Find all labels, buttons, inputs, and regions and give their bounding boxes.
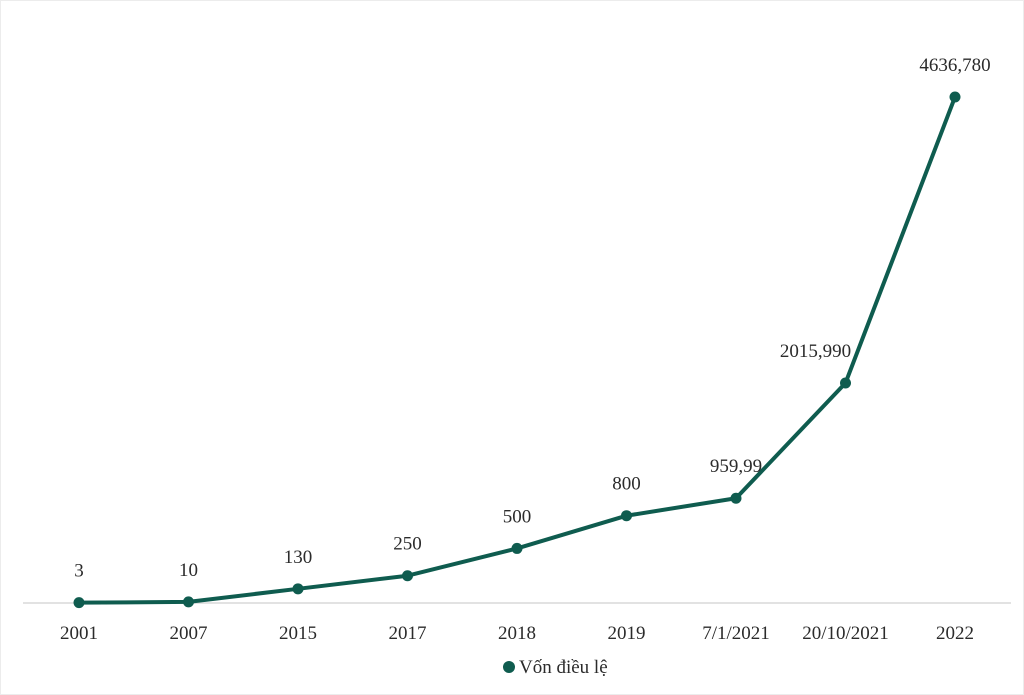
data-label: 2015,990 — [780, 341, 851, 362]
data-point — [949, 91, 961, 103]
data-labels: 3 10 130 250 500 800 959,99 2015,990 4636,780 — [74, 55, 990, 582]
x-tick-label: 2015 — [279, 623, 317, 644]
data-points — [73, 91, 961, 609]
x-tick-label: 2017 — [389, 623, 427, 644]
data-point — [840, 377, 851, 389]
x-tick-labels: 2001 2007 2015 2017 2018 2019 7/1/2021 20/10/20… — [60, 623, 974, 644]
data-point — [730, 492, 742, 504]
x-tick-label: 20/10/2021 — [802, 623, 889, 644]
data-point — [73, 597, 85, 609]
data-point — [183, 596, 194, 608]
data-label: 10 — [179, 560, 198, 581]
legend-marker — [503, 661, 515, 673]
legend: Vốn điều lệ — [503, 657, 608, 678]
legend-label: Vốn điều lệ — [519, 657, 608, 678]
x-tick-label: 7/1/2021 — [702, 623, 770, 644]
x-tick-label: 2007 — [170, 623, 208, 644]
data-point — [402, 570, 413, 582]
data-point — [292, 583, 304, 595]
x-tick-label: 2019 — [608, 623, 646, 644]
x-tick-label: 2018 — [498, 623, 536, 644]
data-point — [511, 542, 523, 554]
data-label: 4636,780 — [919, 55, 990, 76]
data-label: 959,99 — [710, 456, 762, 477]
data-label: 800 — [612, 474, 641, 495]
x-tick-label: 2001 — [60, 623, 98, 644]
data-label: 130 — [284, 547, 313, 568]
data-label: 3 — [74, 561, 84, 582]
data-point — [621, 510, 632, 522]
data-label: 250 — [393, 534, 422, 555]
x-tick-label: 2022 — [936, 623, 974, 644]
data-label: 500 — [503, 506, 532, 527]
